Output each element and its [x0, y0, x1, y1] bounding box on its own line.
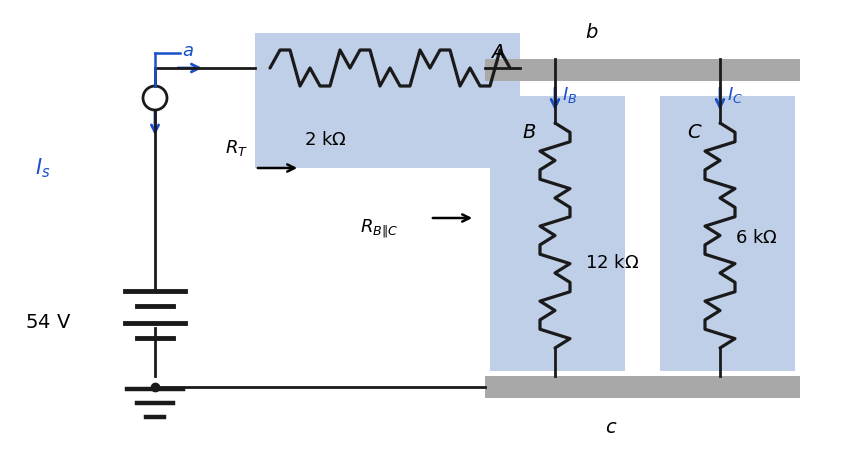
- Text: $6\ \mathrm{k\Omega}$: $6\ \mathrm{k\Omega}$: [735, 229, 778, 247]
- Text: $12\ \mathrm{k\Omega}$: $12\ \mathrm{k\Omega}$: [585, 254, 639, 272]
- Text: $I_B$: $I_B$: [562, 85, 577, 105]
- Text: $54\ \mathrm{V}$: $54\ \mathrm{V}$: [25, 313, 71, 332]
- Text: $B$: $B$: [522, 123, 536, 142]
- Text: $c$: $c$: [605, 418, 617, 437]
- FancyBboxPatch shape: [255, 33, 520, 168]
- Text: $I_C$: $I_C$: [727, 85, 743, 105]
- FancyBboxPatch shape: [485, 59, 800, 81]
- FancyBboxPatch shape: [490, 96, 625, 371]
- FancyBboxPatch shape: [485, 376, 800, 398]
- Text: $I_s$: $I_s$: [35, 156, 51, 180]
- Text: $R_{B\|C}$: $R_{B\|C}$: [360, 218, 398, 241]
- Text: $R_T$: $R_T$: [225, 138, 248, 158]
- Text: $a$: $a$: [182, 42, 194, 60]
- Text: $C$: $C$: [687, 123, 702, 142]
- Text: $b$: $b$: [585, 23, 599, 42]
- FancyBboxPatch shape: [660, 96, 795, 371]
- Text: $A$: $A$: [490, 43, 505, 62]
- Text: $2\ \mathrm{k\Omega}$: $2\ \mathrm{k\Omega}$: [303, 131, 346, 149]
